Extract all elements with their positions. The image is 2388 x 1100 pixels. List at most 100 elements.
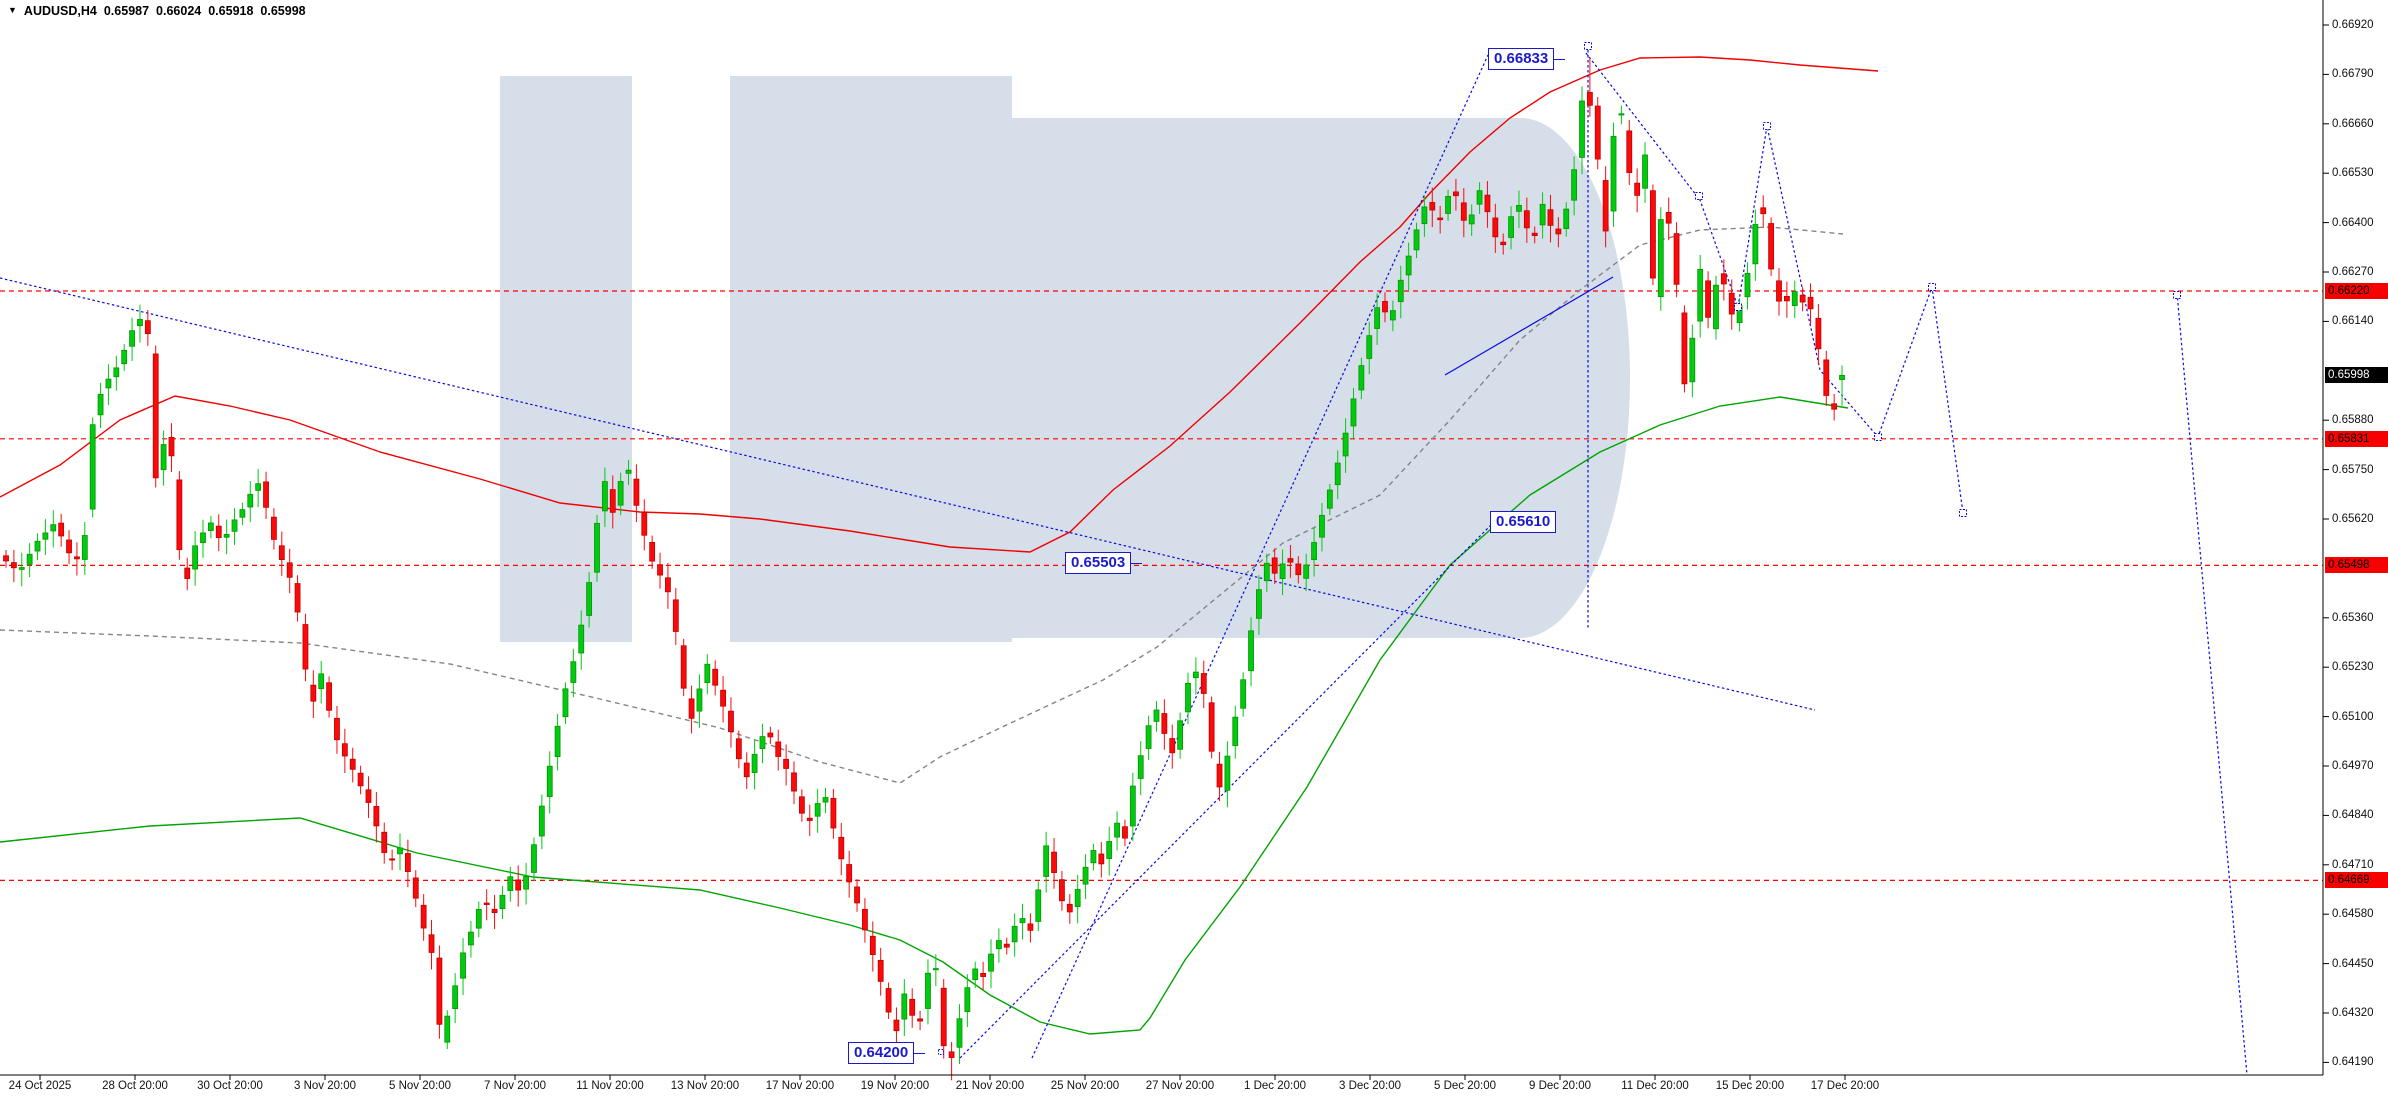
price-axis-label: 0.66270 [2332, 266, 2374, 278]
candle-body [74, 556, 80, 560]
candle-body [1382, 301, 1388, 313]
candle-body [1831, 403, 1838, 410]
candle-body [791, 772, 797, 792]
candle-body [964, 987, 971, 1013]
price-axis-label: 0.65360 [2332, 611, 2374, 624]
price-axis-label: 0.65750 [2332, 463, 2374, 476]
candle-body [239, 509, 246, 518]
price-annotation-label[interactable]: 0.65503 [1065, 552, 1143, 574]
candle-body [546, 765, 553, 797]
candle-body [1839, 374, 1845, 380]
candle-body [1429, 202, 1436, 211]
candle-body [1287, 558, 1294, 563]
candle-body [586, 582, 593, 616]
candle-body [144, 320, 151, 335]
right-vertical-line [2176, 292, 2248, 1076]
candle-body [1122, 826, 1128, 839]
candle-body [1311, 542, 1317, 561]
candle-body [89, 424, 96, 510]
candle-body [176, 479, 183, 551]
candle-body [1713, 284, 1719, 330]
price-annotation-label[interactable]: 0.64200 [848, 1042, 926, 1064]
ascending-trendline-to-65610 [959, 523, 1493, 1059]
candle-body [1539, 203, 1546, 226]
candle-body [381, 831, 388, 853]
candle-body [735, 738, 742, 760]
red-ma [0, 56, 1879, 553]
candle-body [1437, 217, 1444, 221]
candle-body [641, 512, 648, 536]
candle-body [925, 972, 931, 1009]
price-axis-label: 0.65230 [2332, 661, 2374, 674]
price-annotation-label[interactable]: 0.65610 [1490, 511, 1557, 533]
candle-body [1752, 224, 1759, 265]
time-axis-label: 3 Nov 20:00 [293, 1080, 357, 1092]
price-axis-label: 0.64320 [2332, 1007, 2374, 1019]
candle-body [570, 661, 577, 683]
candle-body [1445, 195, 1451, 214]
candle-body [97, 393, 104, 416]
candle-body [1098, 853, 1105, 865]
candle-body [483, 902, 490, 905]
candle-body [822, 797, 829, 803]
candle-body [373, 806, 380, 827]
candle-body [105, 378, 112, 389]
candle-body [1263, 562, 1270, 582]
candle-body [830, 797, 837, 829]
price-annotation-label[interactable]: 0.66833 [1488, 48, 1566, 70]
time-axis-label: 7 Nov 20:00 [483, 1080, 547, 1092]
candle-body [893, 1019, 900, 1032]
price-axis-label: 0.65880 [2332, 414, 2374, 427]
candle-body [1610, 136, 1617, 212]
candle-body [1776, 280, 1782, 302]
candle-body [680, 645, 687, 689]
candle-body [1397, 279, 1404, 303]
zigzag-projection [1585, 52, 1964, 514]
candle-body [1334, 462, 1341, 486]
candle-body [940, 987, 947, 1047]
price-level-chip: 0.64669 [2325, 872, 2388, 889]
price-axis-label: 0.64450 [2332, 957, 2374, 970]
candle-body [1665, 212, 1672, 224]
candle-body [1728, 292, 1735, 315]
candle-body [255, 483, 262, 491]
candle-body [1350, 398, 1357, 427]
candle-body [26, 553, 33, 565]
candle-body [223, 533, 230, 538]
symbol-dropdown-icon[interactable]: ▼ [8, 5, 17, 15]
candle-body [1059, 879, 1065, 902]
candle-body [247, 493, 254, 508]
time-axis-label: 15 Dec 20:00 [1715, 1080, 1785, 1092]
candle-body [554, 725, 561, 758]
candle-body [1232, 716, 1239, 747]
candle-body [909, 998, 916, 1016]
candle-body [1271, 557, 1278, 574]
ohlc-open: 0.65987 [103, 4, 150, 18]
candle-body [1003, 943, 1010, 948]
candle-body [798, 796, 805, 814]
candle-body [775, 741, 782, 757]
candle-body [207, 522, 214, 531]
candle-body [862, 908, 868, 931]
candle-body [1319, 514, 1325, 538]
candle-body [1720, 273, 1727, 285]
current-price-chip: 0.65998 [2325, 367, 2388, 384]
time-axis-label: 11 Nov 20:00 [576, 1080, 644, 1092]
candle-body [81, 535, 88, 560]
symbol-period-label: AUDUSD,H4 [23, 4, 97, 18]
candle-body [428, 934, 435, 953]
candle-body [1579, 100, 1585, 158]
candle-body [294, 583, 301, 613]
price-axis-label: 0.64580 [2332, 908, 2374, 921]
candle-body [995, 940, 1002, 950]
candle-body [468, 931, 474, 946]
candle-body [499, 894, 506, 910]
candle-body [1460, 202, 1467, 221]
gray-ma [0, 226, 1844, 784]
candle-body [1405, 255, 1412, 276]
zigzag-vertex-marker [1695, 192, 1703, 200]
candle-body [1815, 317, 1822, 350]
candle-body [404, 853, 411, 872]
candle-body [696, 688, 703, 712]
